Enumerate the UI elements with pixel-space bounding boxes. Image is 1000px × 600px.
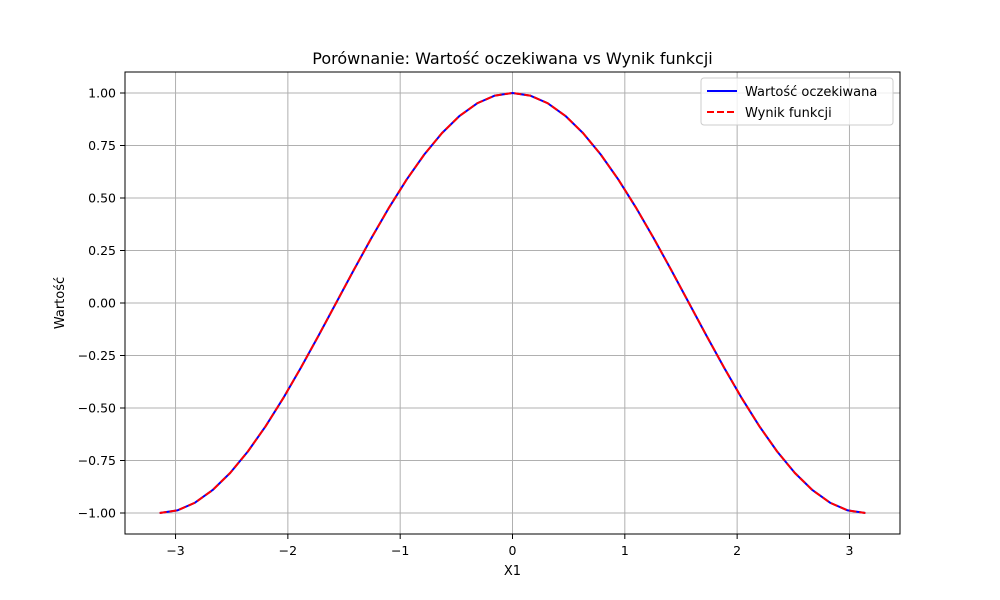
legend: Wartość oczekiwana Wynik funkcji <box>700 77 894 126</box>
chart-title: Porównanie: Wartość oczekiwana vs Wynik … <box>312 49 712 68</box>
y-tick-label: 1.00 <box>88 86 116 101</box>
x-tick-label: 2 <box>733 543 741 558</box>
series-layer <box>159 92 866 514</box>
series-line-result <box>159 92 866 514</box>
x-tick-label: −1 <box>391 543 409 558</box>
y-tick-label: −0.75 <box>78 453 116 468</box>
y-tick-label: −0.50 <box>78 401 116 416</box>
x-tick-label: 3 <box>845 543 853 558</box>
x-tick-label: −2 <box>279 543 297 558</box>
ticks: −3 −2 −1 0 1 2 3 −1.00 −0.75 −0.50 −0.25 0.00 0.25 0.… <box>78 86 854 559</box>
x-axis-label: X1 <box>504 564 521 579</box>
legend-label-expected: Wartość oczekiwana <box>745 85 877 100</box>
y-tick-label: −1.00 <box>78 506 116 521</box>
x-tick-label: −3 <box>166 543 184 558</box>
y-tick-label: 0.00 <box>88 296 116 311</box>
y-axis-label: Wartość <box>53 277 68 329</box>
legend-label-result: Wynik funkcji <box>745 106 832 121</box>
y-tick-label: −0.25 <box>78 348 116 363</box>
y-tick-label: 0.50 <box>88 191 116 206</box>
x-tick-label: 1 <box>621 543 629 558</box>
legend-box <box>700 77 894 126</box>
x-tick-label: 0 <box>509 543 517 558</box>
y-tick-label: 0.75 <box>88 138 116 153</box>
grid <box>125 72 900 534</box>
y-tick-label: 0.25 <box>88 243 116 258</box>
